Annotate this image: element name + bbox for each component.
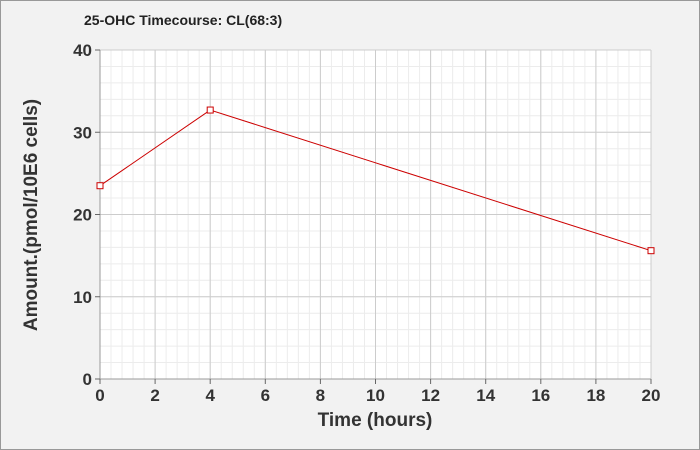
y-tick-labels: 0 10 20 30 40 — [73, 41, 92, 389]
x-axis-label: Time (hours) — [318, 410, 433, 431]
x-tick-label: 12 — [421, 386, 440, 405]
y-tick-label: 10 — [73, 288, 92, 307]
x-tick-labels: 0 2 4 6 8 10 12 14 16 18 20 — [95, 386, 660, 405]
y-axis-label: Amount.(pmol/10E6 cells) — [21, 99, 42, 331]
x-tick-label: 2 — [150, 386, 159, 405]
y-tick-label: 40 — [73, 41, 92, 60]
x-tick-label: 10 — [366, 386, 385, 405]
data-point — [206, 106, 214, 114]
axes — [95, 49, 652, 384]
x-tick-label: 4 — [205, 386, 215, 405]
x-tick-label: 18 — [586, 386, 605, 405]
x-tick-label: 20 — [642, 386, 661, 405]
data-point — [647, 247, 655, 255]
x-tick-label: 16 — [531, 386, 550, 405]
x-tick-label: 0 — [95, 386, 104, 405]
x-tick-label: 14 — [476, 386, 495, 405]
series-group — [96, 106, 655, 255]
y-tick-label: 0 — [83, 370, 92, 389]
y-tick-label: 30 — [73, 123, 92, 142]
data-point — [96, 182, 104, 190]
chart-title: 25-OHC Timecourse: CL(68:3) — [84, 12, 282, 28]
y-tick-label: 20 — [73, 206, 92, 225]
x-tick-label: 8 — [316, 386, 325, 405]
x-tick-label: 6 — [261, 386, 270, 405]
